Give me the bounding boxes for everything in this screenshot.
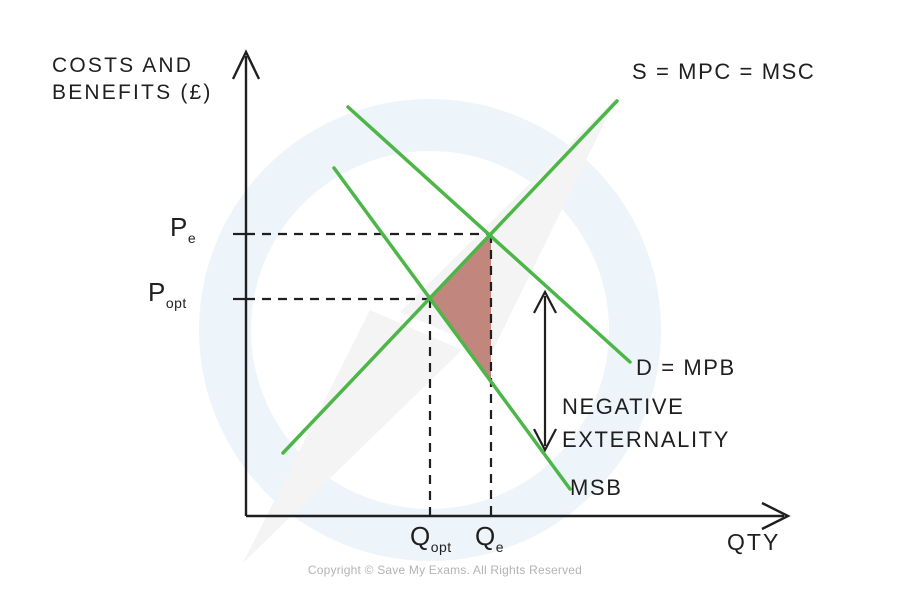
quantity-optimum-label: Qopt <box>410 521 452 555</box>
negative-externality-label-line2: EXTERNALITY <box>562 427 730 452</box>
watermark-needle-2 <box>243 310 462 563</box>
externality-arrow-top-head <box>533 289 557 314</box>
copyright-notice: Copyright © Save My Exams. All Rights Re… <box>307 563 583 577</box>
pe-subscript: e <box>187 230 197 246</box>
qe-main: Q <box>475 521 496 551</box>
quantity-equilibrium-label: Qe <box>475 521 505 555</box>
y-axis-arrowhead <box>231 49 261 80</box>
y-axis-title: COSTS AND BENEFITS (£) <box>52 52 213 106</box>
popt-main: P <box>148 277 166 307</box>
externality-arrow-bottom-head <box>533 428 557 453</box>
msb-curve-label: MSB <box>570 475 623 500</box>
welfare-loss-triangle <box>430 234 491 381</box>
price-optimum-label: Popt <box>148 277 187 311</box>
negative-externality-label-line1: NEGATIVE <box>562 394 685 419</box>
price-equilibrium-label: Pe <box>170 212 197 246</box>
watermark-ring <box>199 99 661 561</box>
demand-curve <box>346 105 632 364</box>
x-axis-title: QTY <box>727 529 781 555</box>
negative-externality-label: NEGATIVE EXTERNALITY <box>562 390 730 456</box>
y-axis-title-line1: COSTS AND <box>52 54 194 77</box>
popt-subscript: opt <box>165 295 187 311</box>
qopt-main: Q <box>410 521 431 551</box>
x-axis-arrowhead <box>761 501 791 531</box>
qopt-subscript: opt <box>430 539 452 555</box>
supply-curve-label: S = MPC = MSC <box>632 59 816 84</box>
demand-curve-label: D = MPB <box>636 355 736 380</box>
msb-curve <box>332 166 572 491</box>
pe-main: P <box>170 212 188 242</box>
qe-subscript: e <box>495 539 505 555</box>
y-axis-title-line2: BENEFITS (£) <box>52 81 213 104</box>
supply-curve <box>281 99 619 455</box>
